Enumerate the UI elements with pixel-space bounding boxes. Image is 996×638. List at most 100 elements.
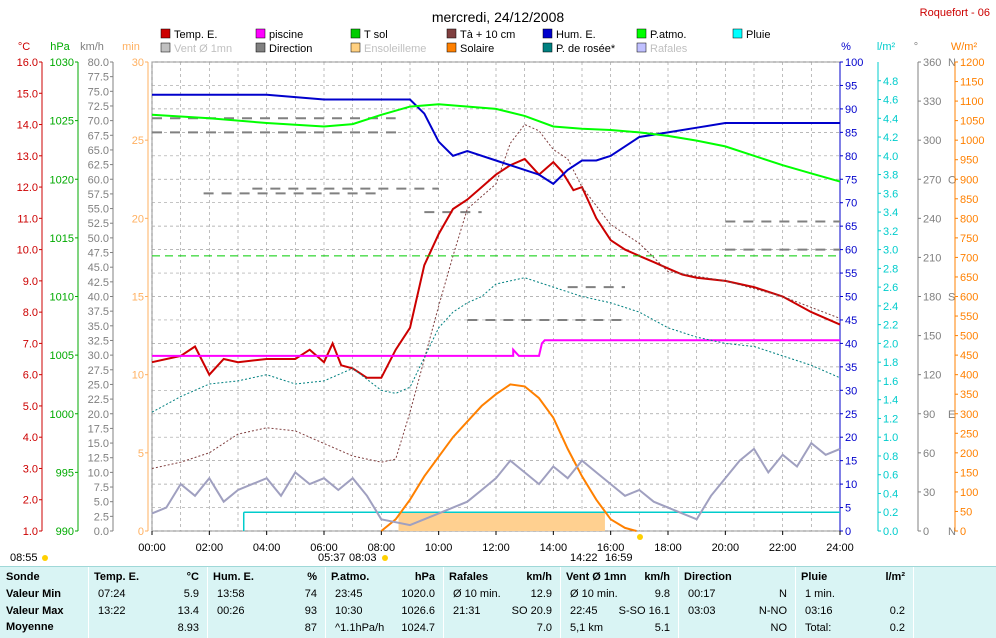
- tick-label: 550: [960, 311, 978, 323]
- summary-time: 22:45: [570, 605, 598, 617]
- summary-time: 23:45: [335, 588, 363, 600]
- sun-icon: [42, 555, 48, 561]
- direction-label: S: [948, 292, 955, 304]
- summary-value: 93: [304, 605, 317, 617]
- tick-label: 50: [960, 506, 972, 518]
- series-temp-e: [151, 157, 841, 379]
- tick-label: 0: [845, 526, 851, 538]
- tick-label: 20: [132, 213, 144, 225]
- tick-label: 2.2: [883, 320, 898, 332]
- tick-label: 100: [845, 57, 863, 69]
- tick-label: 300: [923, 135, 941, 147]
- tick-label: 750: [960, 233, 978, 245]
- time-label: 18:00: [654, 542, 682, 554]
- tick-label: 100: [960, 487, 978, 499]
- tick-label: 800: [960, 213, 978, 225]
- summary-value: 1020.0: [401, 588, 435, 600]
- legend-label: Direction: [269, 43, 312, 55]
- tick-label: 240: [923, 213, 941, 225]
- tick-label: 400: [960, 370, 978, 382]
- summary-value: 87: [304, 622, 317, 634]
- tick-label: 42.5: [88, 277, 109, 289]
- tick-label: 95: [845, 80, 857, 92]
- tick-label: 2.6: [883, 282, 898, 294]
- row-label: Valeur Max: [6, 605, 64, 617]
- tick-label: 3.6: [883, 188, 898, 200]
- sunshine-bar: [398, 512, 605, 531]
- tick-label: 3.0: [883, 245, 898, 257]
- tick-label: 850: [960, 194, 978, 206]
- summary-value: 0.2: [889, 605, 905, 617]
- summary-time: 13:58: [217, 588, 245, 600]
- tick-label: 15: [132, 292, 144, 304]
- axis-unit: min: [122, 41, 140, 53]
- tick-label: 45: [845, 315, 857, 327]
- legend-swatch: [160, 28, 171, 39]
- summary-block: Direction 00:17 N 03:03 N-NO NO: [678, 567, 796, 638]
- legend-label: Solaire: [460, 43, 494, 55]
- tick-label: 50.0: [88, 233, 109, 245]
- row-label: Sonde: [6, 571, 40, 583]
- summary-value: SO 20.9: [511, 605, 552, 617]
- tick-label: 0.2: [883, 507, 898, 519]
- tick-label: 0: [138, 526, 144, 538]
- legend-label: P. de rosée*: [556, 43, 616, 55]
- tick-label: 10: [845, 479, 857, 491]
- tick-label: 80: [845, 151, 857, 163]
- tick-label: 300: [960, 409, 978, 421]
- time-label: 12:00: [482, 542, 510, 554]
- summary-time: 03:16: [805, 605, 833, 617]
- tick-label: 16.0: [17, 57, 38, 69]
- tick-label: 77.5: [88, 72, 109, 84]
- axis-lm2: l/m² 4.8 4.6 4.4 4.2 4.0 3.8 3.6 3.4 3.2 3.0 2.8 2.6…: [877, 41, 898, 538]
- tick-label: 0.4: [883, 488, 898, 500]
- direction-label: N: [948, 526, 956, 538]
- tick-label: 500: [960, 331, 978, 343]
- tick-label: 90: [845, 104, 857, 116]
- summary-time: Total:: [805, 622, 832, 634]
- tick-label: 50: [845, 292, 857, 304]
- tick-label: 15: [845, 456, 857, 468]
- tick-label: 650: [960, 272, 978, 284]
- summary-value: 1026.6: [401, 605, 435, 617]
- legend-swatch: [446, 28, 457, 39]
- tick-label: 2.5: [94, 511, 109, 523]
- legend-label: P.atmo.: [650, 29, 687, 41]
- axis-wm2: W/m²120011501100105010009509008508007507…: [951, 41, 985, 538]
- series-piscine: [152, 339, 840, 357]
- summary-value: 7.0: [536, 622, 552, 634]
- summary-unit: °C: [186, 571, 199, 583]
- tick-label: 1100: [960, 96, 984, 108]
- tick-label: 30: [923, 487, 935, 499]
- legend-swatch: [636, 28, 647, 39]
- station-name: Roquefort - 06: [920, 7, 990, 19]
- tick-label: 8.0: [23, 307, 38, 319]
- tick-label: 52.5: [88, 218, 109, 230]
- tick-label: 990: [56, 526, 74, 538]
- tick-label: 25: [845, 409, 857, 421]
- sun-icon: [382, 555, 388, 561]
- tick-label: 4.6: [883, 95, 898, 107]
- summary-value: 0.2: [889, 622, 905, 634]
- summary-value: 74: [304, 588, 317, 600]
- tick-label: 2.4: [883, 301, 898, 313]
- legend-swatch: [255, 42, 266, 53]
- axis-temp: °C 16.0 15.0 14.0 13.0 12.0 11.0 10.0 9.0 8.0 7.0 6…: [17, 41, 43, 538]
- legend-label: piscine: [269, 29, 303, 41]
- tick-label: 35.0: [88, 321, 109, 333]
- tick-label: 70.0: [88, 116, 109, 128]
- tick-label: 1150: [960, 77, 984, 89]
- tick-label: 900: [960, 174, 978, 186]
- tick-label: 12.5: [88, 453, 109, 465]
- tick-label: 55: [845, 268, 857, 280]
- summary-value: NO: [770, 622, 788, 634]
- tick-label: 62.5: [88, 160, 109, 172]
- tick-label: 180: [923, 292, 941, 304]
- tick-label: 2.0: [23, 495, 38, 507]
- axis-min: min 30 25 20 15 10 5 0: [122, 41, 149, 538]
- tick-label: 210: [923, 252, 941, 264]
- tick-label: 1.2: [883, 413, 898, 425]
- tick-label: 9.0: [23, 276, 38, 288]
- row-label: Moyenne: [6, 621, 54, 633]
- tick-label: 1000: [50, 409, 74, 421]
